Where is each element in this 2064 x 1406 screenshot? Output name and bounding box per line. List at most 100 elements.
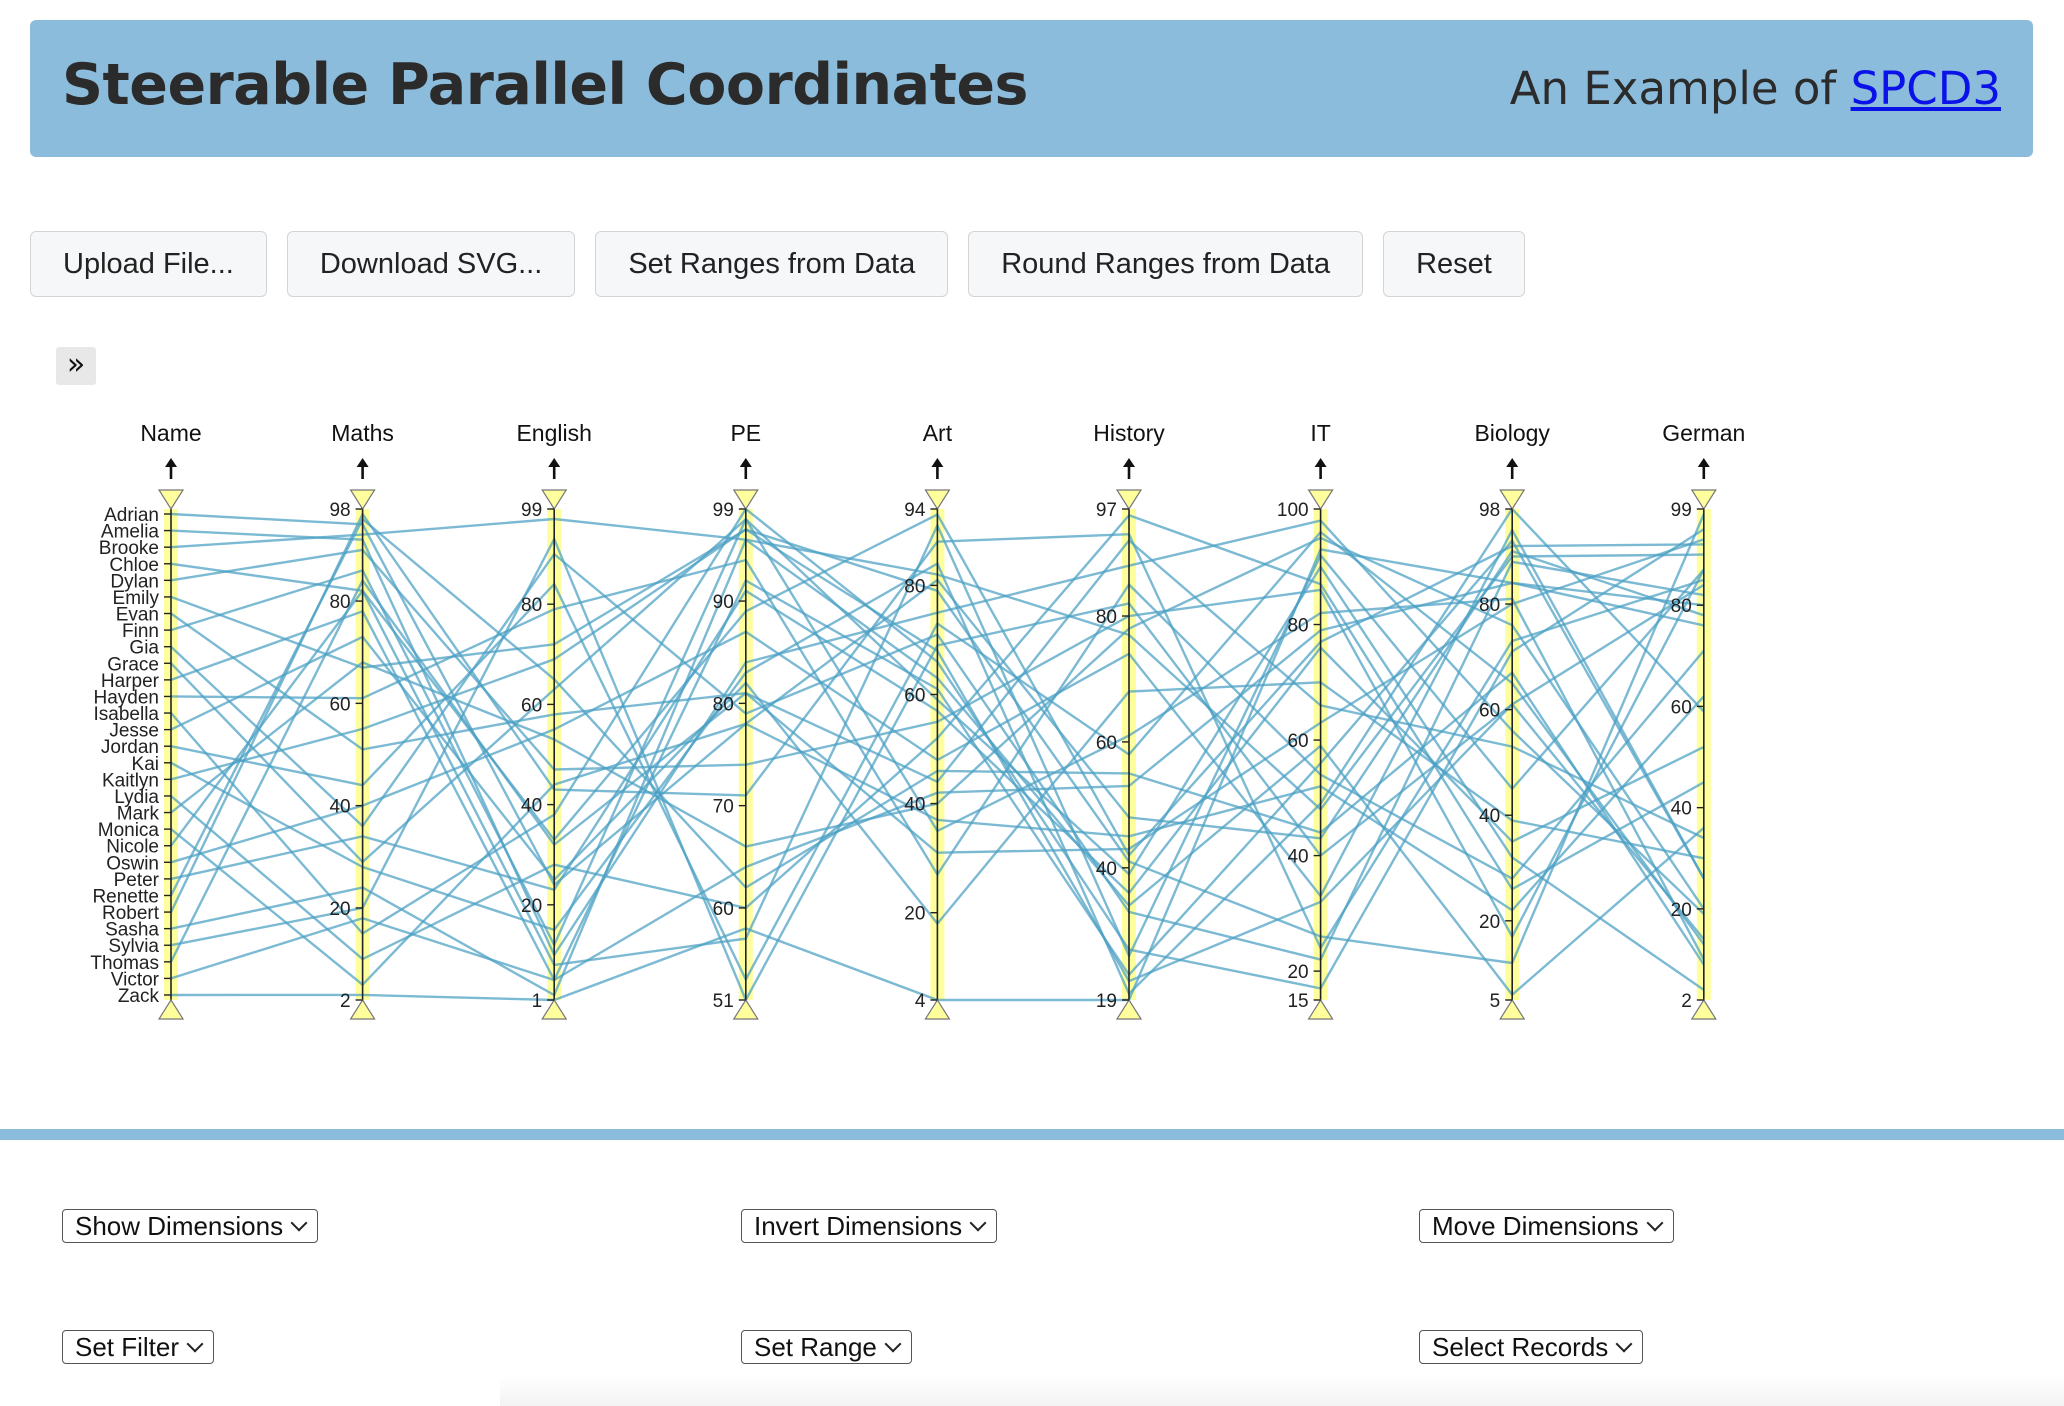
tick-label: Mark [117,804,160,825]
set-filter-dropdown[interactable]: Set Filter [62,1330,215,1364]
axis-label-german[interactable]: German [1662,420,1745,446]
sort-arrow-icon[interactable] [1697,458,1710,479]
axis-label-name[interactable]: Name [140,420,201,446]
tick-label: 94 [904,500,926,521]
move-dimensions-dropdown[interactable]: Move Dimensions [1419,1209,1674,1243]
tick-label: 20 [521,896,542,917]
sort-arrow-icon[interactable] [548,458,561,479]
axis-label-maths[interactable]: Maths [331,420,394,446]
invert-dimensions-dropdown[interactable]: Invert Dimensions [741,1209,998,1243]
chevron-down-icon [884,1335,902,1353]
tick-label: Grace [107,654,159,675]
tick-label: Peter [114,870,160,891]
sort-arrow-icon[interactable] [1314,458,1327,479]
axis-history[interactable]: History 97 80 60 40 19 [1093,420,1165,1020]
bottom-filter-handle[interactable] [1690,998,1717,1020]
bottom-filter-handle[interactable] [157,998,185,1020]
axis-label-english[interactable]: English [516,420,591,446]
tick-label: 40 [1479,806,1500,827]
tick-label: 97 [1096,500,1117,521]
tick-label: Renette [92,886,159,907]
top-filter-handle[interactable] [732,489,759,511]
bottom-filter-handle[interactable] [1499,998,1526,1020]
page-title: Steerable Parallel Coordinates [62,52,1028,118]
tick-label: 60 [1671,697,1692,718]
chevron-down-icon [969,1214,987,1232]
expand-icon[interactable]: » [56,347,96,385]
axis-german[interactable]: German 99 80 60 40 20 2 [1662,420,1745,1020]
tick-label: Jordan [101,737,159,758]
axis-label-art[interactable]: Art [923,420,953,446]
top-filter-handle[interactable] [924,489,951,511]
axis-label-history[interactable]: History [1093,420,1165,446]
tick-label: 60 [1479,701,1500,722]
sort-arrow-icon[interactable] [739,458,752,479]
tick-label: Amelia [101,522,160,543]
set-ranges-button[interactable]: Set Ranges from Data [595,231,949,297]
top-filter-handle[interactable] [157,489,185,511]
subtitle-prefix: An Example of [1509,62,1837,115]
sort-arrow-icon[interactable] [1506,458,1519,479]
chevron-down-icon [1646,1214,1664,1232]
axis-name[interactable]: Name AdrianAmeliaBrookeChloeDylanEmilyEva… [90,420,202,1020]
tick-label: 80 [1287,616,1308,637]
bottom-filter-handle[interactable] [1307,998,1334,1020]
round-ranges-button[interactable]: Round Ranges from Data [968,231,1364,297]
axis-maths[interactable]: Maths 98 80 60 40 20 2 [329,420,394,1020]
tick-label: 20 [1287,962,1308,983]
top-filter-handle[interactable] [1499,489,1526,511]
download-svg-button[interactable]: Download SVG... [286,231,576,297]
tick-label: Victor [111,969,160,990]
axis-it[interactable]: IT 100 80 60 40 20 15 [1277,420,1334,1020]
tick-label: 4 [915,991,926,1012]
bottom-filter-handle[interactable] [1115,998,1143,1020]
tick-label: Oswin [106,853,159,874]
top-filter-handle[interactable] [1115,489,1143,511]
top-filter-handle[interactable] [1690,489,1717,511]
sort-arrow-icon[interactable] [1123,458,1135,479]
bottom-filter-handle[interactable] [924,998,951,1020]
tick-label: Emily [113,588,160,609]
axis-label-it[interactable]: IT [1310,420,1330,446]
bottom-filter-handle[interactable] [732,998,759,1020]
tick-label: 60 [904,685,925,706]
tick-label: Finn [122,621,159,642]
sort-arrow-icon[interactable] [356,458,369,479]
tick-label: 40 [904,795,925,816]
top-filter-handle[interactable] [1307,489,1334,511]
tick-label: 20 [1479,912,1500,933]
tick-label: Jesse [109,721,159,742]
axis-english[interactable]: English 99 80 60 40 20 1 [516,420,592,1020]
top-filter-handle[interactable] [349,489,376,511]
upload-file-button[interactable]: Upload File... [30,231,267,297]
parallel-coordinates-plot[interactable]: Name AdrianAmeliaBrookeChloeDylanEmilyEva… [0,400,2064,1040]
page-subtitle: An Example of SPCD3 [1510,62,2001,115]
axis-label-pe[interactable]: PE [730,420,761,446]
reset-button[interactable]: Reset [1383,231,1525,297]
tick-label: 80 [1479,595,1500,616]
tick-label: Sylvia [108,936,159,957]
tick-label: 60 [713,899,734,920]
bottom-filter-handle[interactable] [349,998,376,1020]
bottom-filter-handle[interactable] [541,998,568,1020]
toolbar: Upload File... Download SVG... Set Range… [30,231,1525,299]
tick-label: 20 [1671,900,1692,921]
axis-art[interactable]: Art 94 80 60 40 20 4 [904,420,953,1020]
spcd3-link[interactable]: SPCD3 [1850,62,2001,115]
tick-label: 80 [713,694,734,715]
axis-label-biology[interactable]: Biology [1474,420,1550,446]
axis-biology[interactable]: Biology 98 80 60 40 20 5 [1474,420,1550,1020]
tick-label: Monica [98,820,160,841]
tick-label: 99 [713,500,734,521]
sort-arrow-icon[interactable] [165,458,177,479]
sort-arrow-icon[interactable] [931,458,944,479]
chevron-down-icon [186,1335,204,1353]
tick-label: Gia [129,638,159,659]
set-range-dropdown[interactable]: Set Range [741,1330,912,1364]
show-dimensions-dropdown[interactable]: Show Dimensions [62,1209,319,1243]
select-records-dropdown[interactable]: Select Records [1419,1330,1644,1364]
axis-pe[interactable]: PE 99 90 80 70 60 51 [713,420,761,1020]
tick-label: Zack [118,986,160,1007]
select-records-label: Select Records [1432,1331,1609,1362]
top-filter-handle[interactable] [541,489,568,511]
